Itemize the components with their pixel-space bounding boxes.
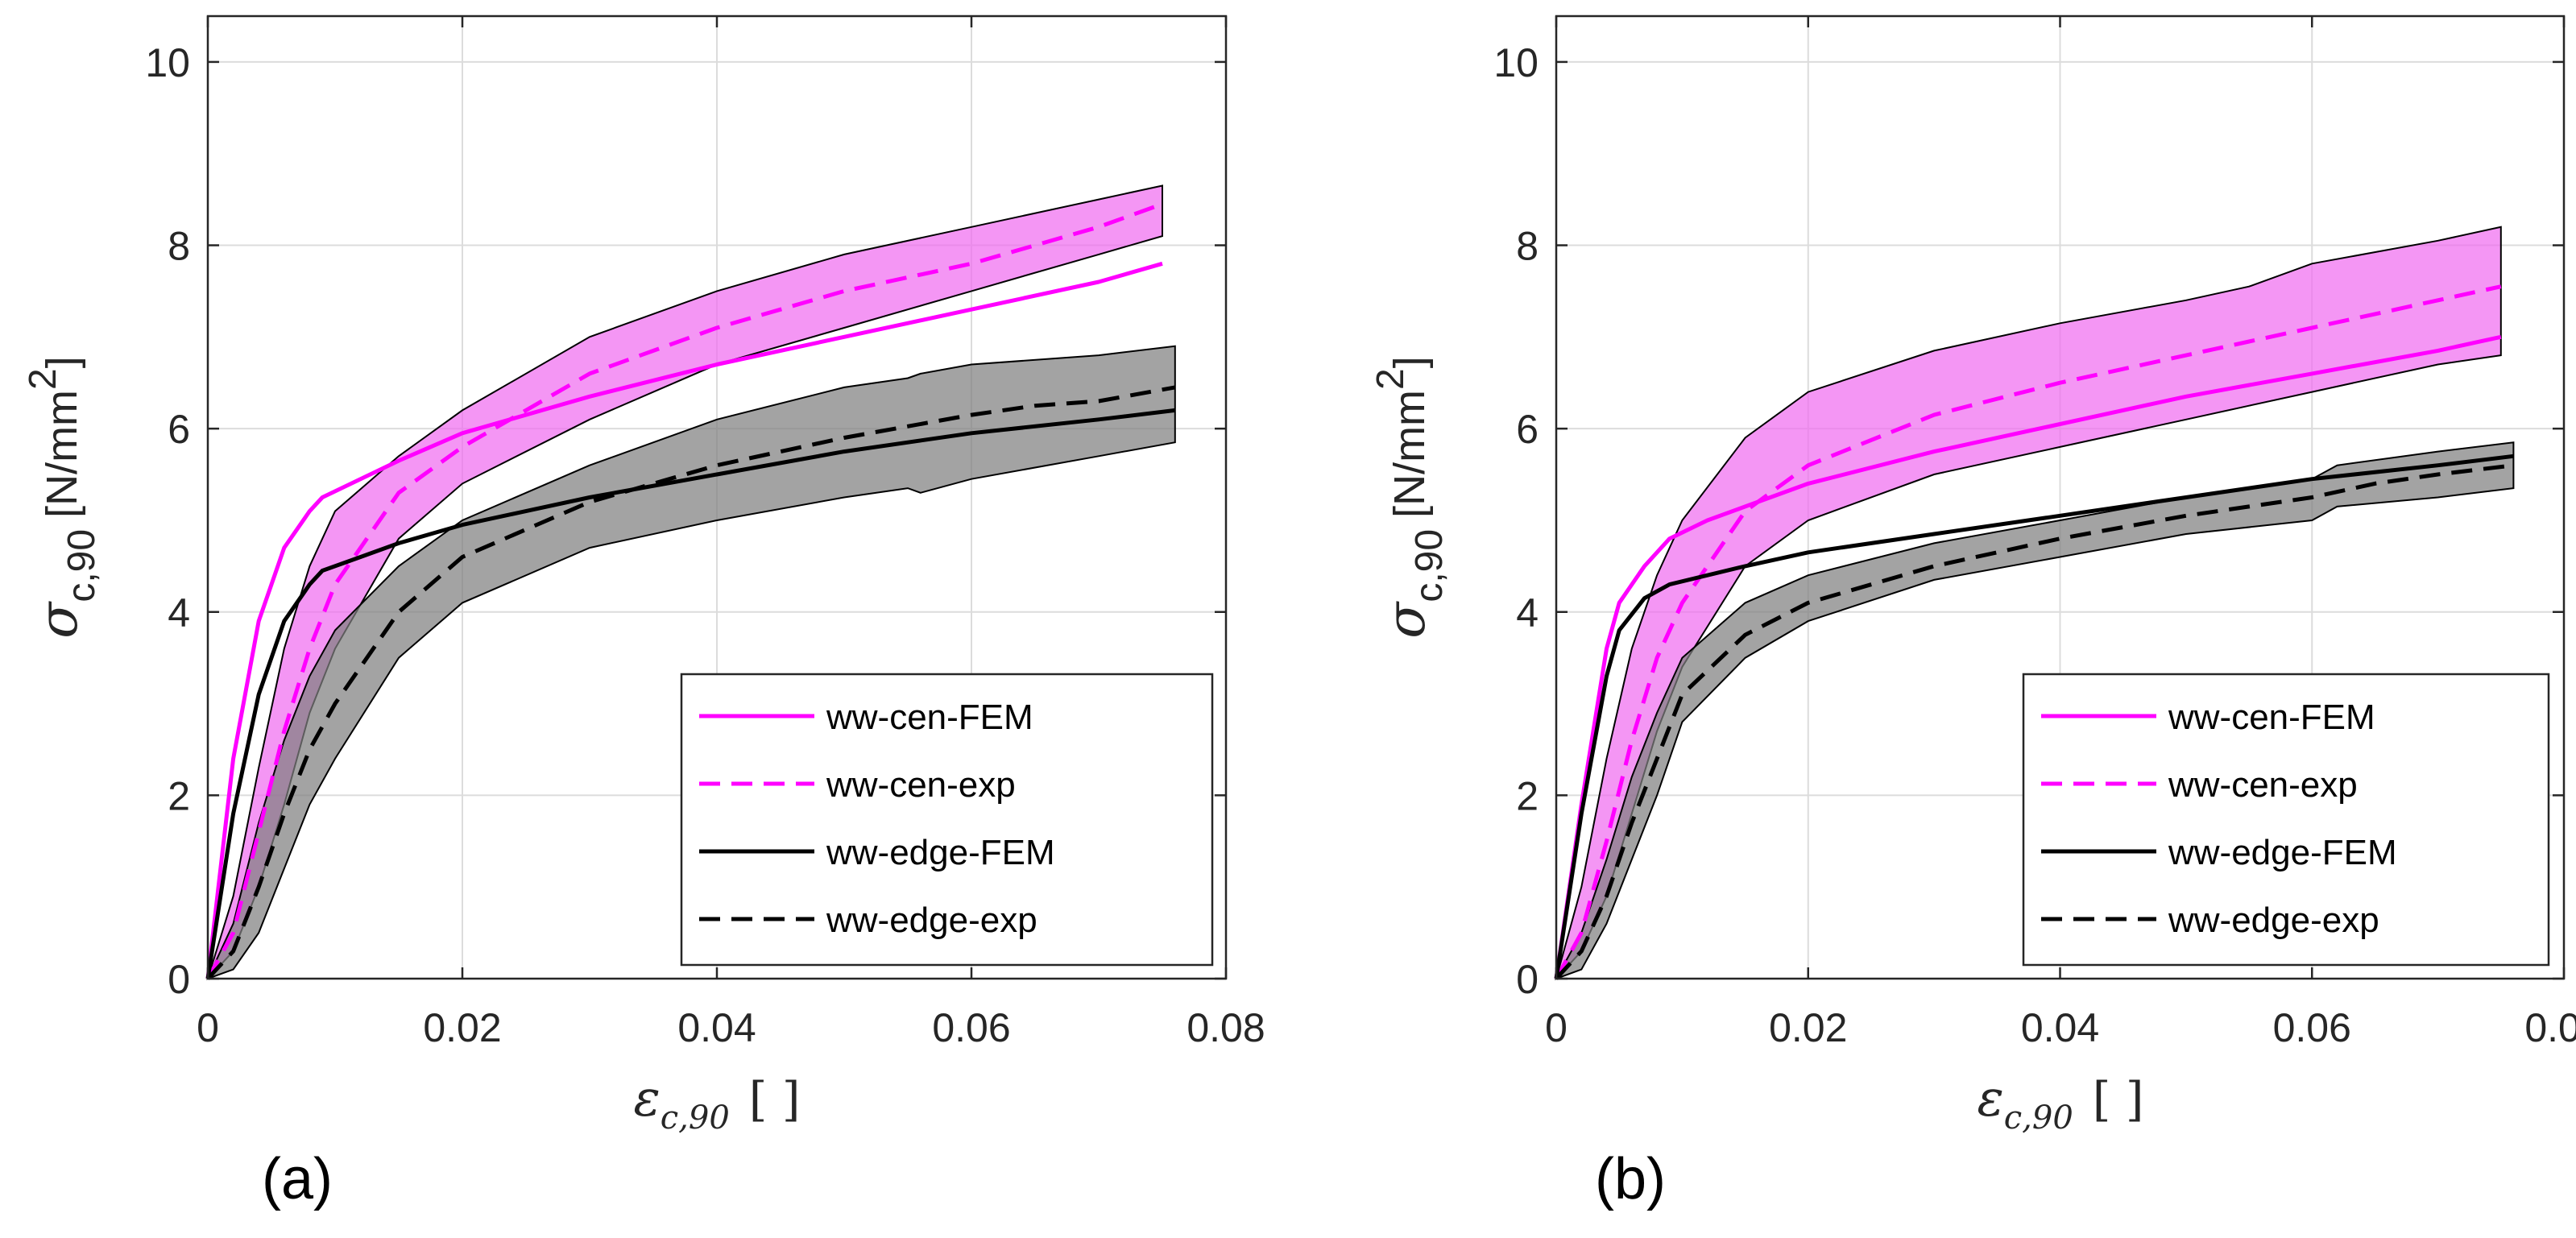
legend-label: ww-cen-FEM xyxy=(2168,698,2375,737)
legend-label: ww-cen-exp xyxy=(2168,765,2358,805)
legend-label: ww-edge-FEM xyxy=(826,833,1055,872)
y-tick-label: 0 xyxy=(168,957,190,1002)
y-tick-label: 4 xyxy=(1516,590,1539,636)
cen-fem-line xyxy=(1554,334,2502,979)
legend-label: ww-cen-exp xyxy=(826,765,1016,805)
edge-exp-line xyxy=(206,385,1176,980)
cen-fem-line xyxy=(205,261,1163,979)
y-tick-label: 10 xyxy=(145,40,190,85)
x-tick-label: 0.04 xyxy=(677,1005,756,1050)
legend-box xyxy=(2022,673,2550,967)
cen-exp-line xyxy=(1554,284,2502,980)
x-axis-label: εc,90[ ] xyxy=(634,1069,801,1137)
edge-exp-line xyxy=(1555,463,2514,980)
edge-fem-line xyxy=(205,408,1176,979)
chart-panel-a: 0 0.02 0.04 0.06 0.08 0 2 4 6 8 10 σc,90[N/mm2] εc,9… xyxy=(22,14,1265,1211)
x-tick-label: 0.06 xyxy=(2273,1005,2351,1050)
y-tick-label: 4 xyxy=(168,590,190,636)
y-tick-label: 10 xyxy=(1493,40,1539,85)
x-tick-label: 0.02 xyxy=(423,1005,501,1050)
legend-label: ww-edge-FEM xyxy=(2168,833,2397,872)
y-tick-label: 2 xyxy=(1516,773,1539,818)
legend: ww-cen-FEM ww-cen-exp ww-edge-FEM ww-edge-e… xyxy=(2022,673,2550,967)
cen-exp-line xyxy=(205,201,1163,980)
x-tick-label: 0.08 xyxy=(2524,1005,2576,1050)
x-tick-label: 0.02 xyxy=(1769,1005,1847,1050)
y-tick-label: 2 xyxy=(168,773,190,818)
x-tick-label: 0.04 xyxy=(2021,1005,2099,1050)
y-tick-label: 8 xyxy=(168,224,190,269)
x-tick-label: 0 xyxy=(1545,1005,1568,1050)
legend-label: ww-edge-exp xyxy=(826,901,1037,940)
x-tick-label: 0.08 xyxy=(1187,1005,1265,1050)
edge-exp-range-band xyxy=(1554,441,2515,980)
y-axis-label: σc,90[N/mm2] xyxy=(1369,356,1451,638)
legend: ww-cen-FEM ww-cen-exp ww-edge-FEM ww-edge-e… xyxy=(680,673,1214,967)
panel-label: (a) xyxy=(262,1147,333,1211)
y-tick-label: 6 xyxy=(1516,407,1539,452)
panel-label: (b) xyxy=(1595,1147,1666,1211)
legend-box xyxy=(680,673,1214,967)
x-tick-label: 0 xyxy=(197,1005,219,1050)
y-tick-label: 0 xyxy=(1516,957,1539,1002)
chart-panel-b: 0 0.02 0.04 0.06 0.08 0 2 4 6 8 10 σc,90[N/mm2] εc,9… xyxy=(1369,14,2576,1211)
x-axis-label: εc,90[ ] xyxy=(1978,1069,2144,1137)
edge-fem-line xyxy=(1554,453,2514,979)
y-tick-label: 8 xyxy=(1516,224,1539,269)
legend-label: ww-cen-FEM xyxy=(826,698,1033,737)
legend-label: ww-edge-exp xyxy=(2168,901,2379,940)
y-tick-label: 6 xyxy=(168,407,190,452)
x-tick-label: 0.06 xyxy=(932,1005,1010,1050)
y-axis-label: σc,90[N/mm2] xyxy=(22,356,103,638)
